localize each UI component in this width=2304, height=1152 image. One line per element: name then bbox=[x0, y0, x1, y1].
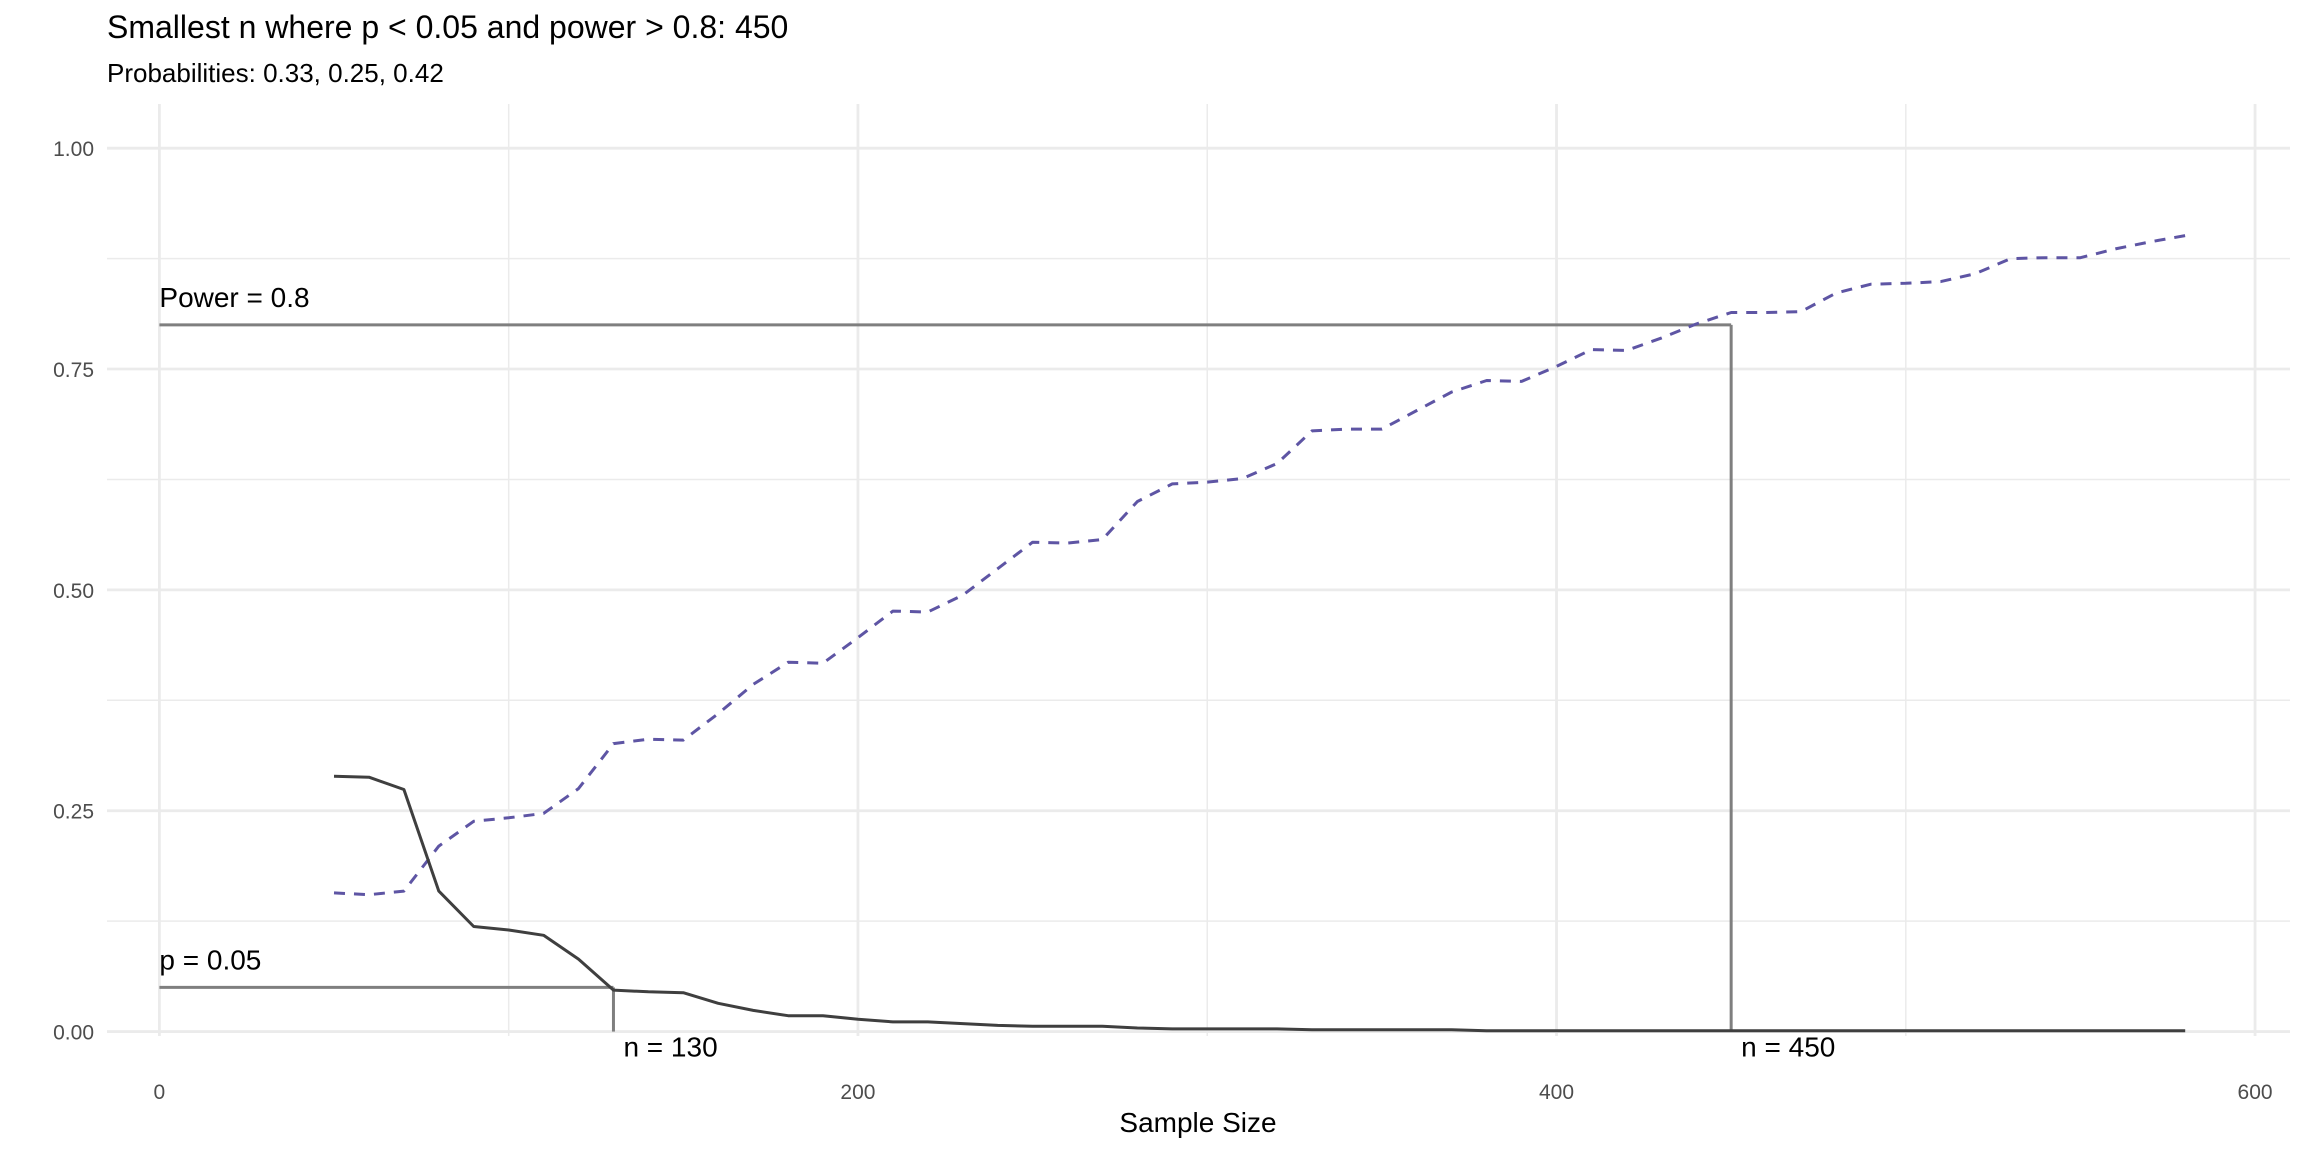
tick-labels: 0 200 400 600 0.00 0.25 0.50 0.75 1.00 bbox=[53, 138, 2272, 1104]
p_value-series-line bbox=[333, 774, 2186, 1033]
power-threshold-n-label: n = 450 bbox=[1741, 1032, 1835, 1063]
power-threshold-label: Power = 0.8 bbox=[159, 282, 309, 313]
series-layer bbox=[333, 234, 2186, 1033]
y-tick-label: 0.00 bbox=[53, 1022, 94, 1045]
x-tick-label: 400 bbox=[1539, 1081, 1574, 1104]
reference-lines bbox=[159, 323, 1733, 1032]
chart-subtitle: Probabilities: 0.33, 0.25, 0.42 bbox=[107, 58, 444, 88]
x-tick-label: 200 bbox=[840, 1081, 875, 1104]
y-tick-label: 0.50 bbox=[53, 580, 94, 603]
x-tick-label: 600 bbox=[2238, 1081, 2273, 1104]
p-threshold-label: p = 0.05 bbox=[159, 944, 261, 975]
y-tick-label: 0.75 bbox=[53, 359, 94, 382]
power-series-line bbox=[333, 234, 2186, 897]
chart-title: Smallest n where p < 0.05 and power > 0.… bbox=[107, 9, 788, 45]
p-threshold-n-label: n = 130 bbox=[623, 1032, 717, 1063]
grid-layer bbox=[107, 104, 2290, 1036]
annotations: Power = 0.8 p = 0.05 n = 130 n = 450 bbox=[159, 282, 1835, 1063]
y-tick-label: 0.25 bbox=[53, 801, 94, 824]
x-axis-label: Sample Size bbox=[1119, 1107, 1276, 1138]
x-tick-label: 0 bbox=[154, 1081, 166, 1104]
y-tick-label: 1.00 bbox=[53, 138, 94, 161]
